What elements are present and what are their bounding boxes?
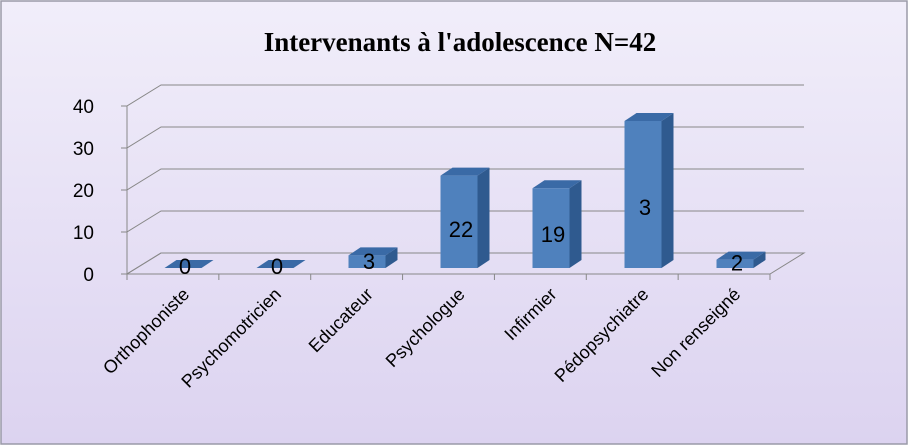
bar-side	[753, 251, 766, 268]
bar-top	[440, 167, 490, 176]
grid-line	[126, 126, 804, 149]
bar-front	[716, 259, 754, 268]
bar-side	[477, 167, 490, 268]
bar-top	[348, 247, 398, 256]
bar-top	[624, 113, 674, 121]
bar-top	[716, 251, 766, 260]
grid-line	[126, 168, 804, 191]
bar	[716, 251, 766, 268]
bar-top	[164, 260, 214, 268]
y-tick-label: 0	[83, 265, 94, 286]
value-label: 3	[639, 195, 651, 220]
bar-side	[661, 113, 674, 268]
value-label: 19	[541, 222, 565, 247]
bar-top	[256, 260, 306, 268]
y-tick-label: 20	[73, 181, 94, 202]
bar	[624, 113, 674, 268]
grid-line	[126, 252, 804, 275]
bar	[440, 167, 490, 268]
y-tick-label: 30	[73, 139, 94, 160]
grid-line	[126, 210, 804, 233]
bar-front	[348, 255, 386, 268]
bar-front	[440, 175, 478, 268]
value-label: 2	[731, 250, 743, 275]
bar-top	[532, 180, 582, 189]
value-label: 0	[271, 254, 283, 279]
bar-front	[624, 121, 662, 268]
y-tick-label: 40	[73, 97, 94, 118]
chart-title: Intervenants à l'adolescence N=42	[264, 27, 657, 57]
value-label: 3	[363, 249, 375, 274]
bar	[164, 260, 214, 268]
value-label: 0	[179, 254, 191, 279]
bar	[532, 180, 582, 268]
bar	[256, 260, 306, 268]
bar-side	[569, 180, 582, 268]
grid-line	[126, 84, 804, 107]
bar	[348, 247, 398, 268]
y-tick-label: 10	[73, 223, 94, 244]
bar-side	[385, 247, 398, 268]
bar-front	[532, 188, 570, 268]
value-label: 22	[449, 217, 473, 242]
